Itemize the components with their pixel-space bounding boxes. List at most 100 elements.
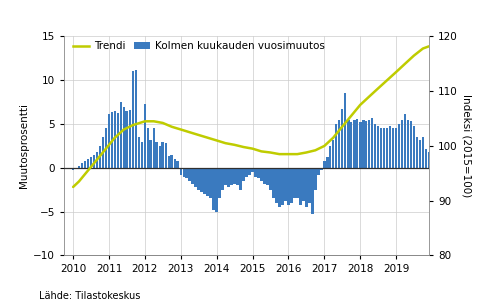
Bar	[174, 159, 176, 168]
Bar	[99, 146, 101, 168]
Bar	[281, 168, 283, 205]
Bar	[257, 168, 260, 178]
Bar	[143, 104, 146, 168]
Bar	[383, 128, 386, 168]
Bar	[416, 137, 418, 168]
Text: Lähde: Tilastokeskus: Lähde: Tilastokeskus	[39, 291, 141, 301]
Bar	[185, 168, 188, 178]
Bar	[168, 157, 170, 168]
Bar	[311, 168, 314, 214]
Bar	[191, 168, 194, 184]
Bar	[398, 124, 400, 168]
Bar	[233, 168, 236, 184]
Bar	[284, 168, 286, 201]
Bar	[105, 128, 107, 168]
Bar	[302, 168, 305, 201]
Bar	[227, 168, 230, 187]
Bar	[176, 161, 179, 168]
Bar	[194, 168, 197, 187]
Bar	[75, 168, 77, 169]
Bar	[129, 110, 131, 168]
Bar	[275, 168, 278, 203]
Bar	[200, 168, 203, 192]
Bar	[272, 168, 275, 199]
Bar	[389, 126, 391, 168]
Bar	[78, 166, 80, 168]
Bar	[299, 168, 302, 205]
Bar	[395, 128, 397, 168]
Bar	[278, 168, 281, 207]
Bar	[224, 168, 227, 185]
Bar	[123, 106, 125, 168]
Bar	[72, 168, 74, 171]
Bar	[317, 168, 319, 175]
Bar	[341, 109, 344, 168]
Bar	[427, 152, 430, 168]
Bar	[146, 128, 149, 168]
Y-axis label: Muutosprosentti: Muutosprosentti	[19, 103, 29, 188]
Bar	[215, 168, 218, 212]
Legend: Trendi, Kolmen kuukauden vuosimuutos: Trendi, Kolmen kuukauden vuosimuutos	[70, 37, 329, 56]
Bar	[152, 128, 155, 168]
Bar	[210, 168, 212, 199]
Bar	[338, 120, 341, 168]
Bar	[404, 113, 406, 168]
Bar	[155, 142, 158, 168]
Bar	[81, 164, 83, 168]
Bar	[179, 168, 182, 175]
Bar	[335, 124, 337, 168]
Bar	[359, 122, 361, 168]
Bar	[419, 140, 421, 168]
Bar	[410, 121, 412, 168]
Bar	[401, 120, 403, 168]
Bar	[323, 161, 326, 168]
Bar	[246, 168, 248, 177]
Bar	[266, 168, 269, 185]
Bar	[132, 71, 134, 168]
Bar	[119, 102, 122, 168]
Bar	[182, 168, 185, 177]
Bar	[386, 128, 388, 168]
Bar	[305, 168, 308, 207]
Bar	[165, 143, 167, 168]
Bar	[126, 111, 128, 168]
Bar	[87, 159, 89, 168]
Bar	[368, 120, 370, 168]
Bar	[350, 122, 352, 168]
Bar	[263, 168, 266, 184]
Bar	[141, 142, 143, 168]
Bar	[204, 168, 206, 194]
Bar	[93, 155, 95, 168]
Bar	[293, 168, 296, 199]
Bar	[407, 120, 409, 168]
Bar	[371, 118, 373, 168]
Bar	[221, 168, 224, 190]
Bar	[197, 168, 200, 190]
Bar	[218, 168, 221, 199]
Bar	[392, 128, 394, 168]
Bar	[107, 113, 110, 168]
Bar	[344, 93, 347, 168]
Bar	[296, 168, 299, 199]
Y-axis label: Indeksi (2015=100): Indeksi (2015=100)	[461, 94, 472, 198]
Bar	[102, 137, 105, 168]
Bar	[290, 168, 293, 203]
Bar	[269, 168, 272, 190]
Bar	[171, 155, 173, 168]
Bar	[96, 152, 98, 168]
Bar	[138, 137, 140, 168]
Bar	[116, 113, 119, 168]
Bar	[356, 119, 358, 168]
Bar	[111, 112, 113, 168]
Bar	[377, 126, 379, 168]
Bar	[326, 157, 329, 168]
Bar	[308, 168, 311, 203]
Bar	[329, 146, 331, 168]
Bar	[413, 126, 415, 168]
Bar	[188, 168, 191, 181]
Bar	[314, 168, 317, 190]
Bar	[260, 168, 263, 181]
Bar	[149, 140, 152, 168]
Bar	[248, 168, 251, 175]
Bar	[254, 168, 257, 177]
